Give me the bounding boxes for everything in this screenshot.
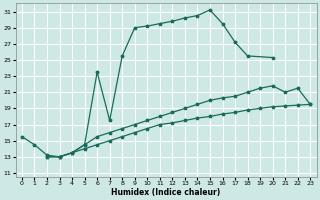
X-axis label: Humidex (Indice chaleur): Humidex (Indice chaleur) [111,188,221,197]
